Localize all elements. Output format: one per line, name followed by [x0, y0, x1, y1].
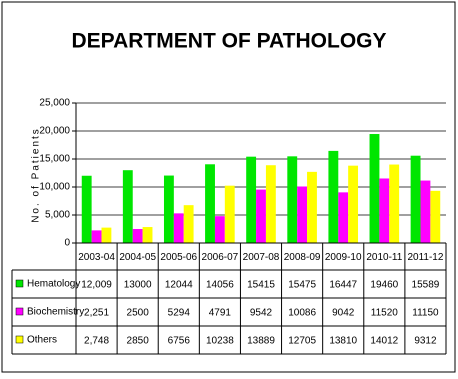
bar [91, 230, 102, 243]
table-value: 10238 [206, 336, 234, 347]
table-value: 9542 [250, 308, 273, 319]
legend-label: Others [27, 335, 57, 346]
table-value: 10086 [288, 308, 316, 319]
bar [287, 156, 298, 243]
table-value: 11520 [371, 308, 399, 319]
x-tick-label: 2009-10 [325, 252, 362, 263]
bar [430, 190, 441, 243]
bar [256, 189, 266, 243]
bar [246, 156, 257, 243]
table-value: 14012 [370, 336, 398, 347]
bar [81, 175, 92, 243]
bar [338, 192, 349, 243]
bar [142, 227, 153, 243]
bar [173, 213, 184, 243]
table-value: 9312 [414, 336, 437, 347]
table-value: 15415 [247, 280, 275, 291]
y-tick-label: 20,000 [39, 126, 70, 137]
bar [101, 227, 112, 243]
y-axis-label: No. of Patients [31, 127, 42, 223]
table-value: 13810 [329, 336, 357, 347]
bar [122, 170, 133, 243]
table-value: 13000 [124, 280, 152, 291]
x-tick-label: 2011-12 [407, 252, 443, 263]
legend-swatch [15, 279, 24, 288]
table-value: 16447 [329, 280, 357, 291]
bar [163, 175, 174, 243]
y-tick-label: 25,000 [39, 98, 70, 109]
bar [348, 165, 359, 243]
bar [379, 178, 390, 243]
table-value: 15589 [412, 280, 440, 291]
bar [307, 171, 317, 243]
table-value: 19460 [370, 280, 398, 291]
table-value: 12,009 [81, 280, 112, 291]
legend-label: Hematology [27, 279, 80, 290]
table-value: 2,748 [84, 336, 109, 347]
bar [205, 164, 215, 243]
table-value: 11150 [412, 308, 439, 319]
bar [420, 180, 431, 243]
x-tick-label: 2003-04 [78, 252, 115, 263]
bar [297, 186, 308, 243]
y-tick-label: 0 [64, 238, 70, 249]
x-tick-label: 2006-07 [202, 252, 239, 263]
chart-title: DEPARTMENT OF PATHOLOGY [72, 30, 387, 53]
bar [389, 164, 400, 243]
table-value: 9042 [332, 308, 355, 319]
table-value: 6756 [168, 336, 191, 347]
table-value: 2850 [127, 336, 150, 347]
table-value: 12705 [288, 336, 316, 347]
x-tick-label: 2005-06 [160, 252, 197, 263]
x-tick-label: 2010-11 [366, 252, 402, 263]
legend-swatch [15, 335, 24, 344]
bar [132, 229, 143, 243]
x-tick-label: 2004-05 [119, 252, 156, 263]
x-tick-label: 2007-08 [243, 252, 280, 263]
bar [183, 205, 194, 243]
legend-label: Biochemistry [27, 307, 84, 318]
table-value: 12044 [165, 280, 193, 291]
table-value: 4791 [209, 308, 232, 319]
y-tick-label: 5,000 [45, 210, 70, 221]
table-value: 5294 [168, 308, 191, 319]
y-tick-label: 15,000 [39, 154, 70, 165]
bar [369, 134, 380, 243]
table-value: 15475 [288, 280, 316, 291]
y-tick-label: 10,000 [39, 182, 70, 193]
legend-swatch [15, 307, 24, 316]
bar [328, 150, 339, 243]
bar [224, 185, 235, 243]
table-value: 13889 [247, 336, 275, 347]
table-value: 2500 [127, 308, 150, 319]
bar [265, 165, 276, 243]
bar [214, 216, 225, 243]
table-value: 2,251 [84, 308, 109, 319]
bar [410, 155, 421, 243]
x-tick-label: 2008-09 [284, 252, 321, 263]
table-value: 14056 [206, 280, 234, 291]
